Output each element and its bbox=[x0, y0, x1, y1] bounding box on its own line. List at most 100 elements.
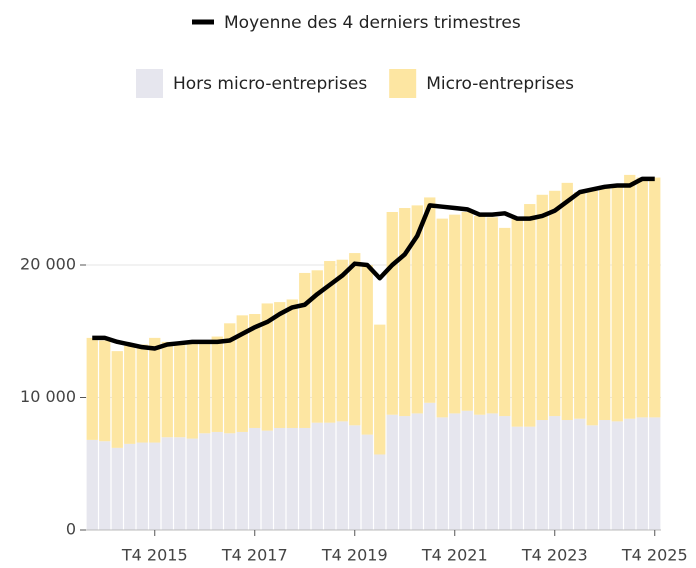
legend-label: Hors micro-entreprises bbox=[173, 74, 367, 94]
bar-segment bbox=[399, 416, 411, 530]
bar-segment bbox=[174, 437, 186, 530]
bar-segment bbox=[461, 410, 473, 530]
bar-segment bbox=[549, 416, 561, 530]
bar-segment bbox=[349, 425, 361, 530]
bar-segment bbox=[624, 174, 636, 419]
bar-segment bbox=[486, 217, 498, 414]
bar-segment bbox=[149, 442, 161, 530]
bar-segment bbox=[124, 345, 136, 444]
bar-segment bbox=[161, 437, 173, 530]
bar-segment bbox=[561, 420, 573, 530]
bar-segment bbox=[224, 433, 236, 530]
bar-segment bbox=[199, 341, 211, 434]
bar-segment bbox=[236, 315, 248, 432]
bar-segment bbox=[499, 416, 511, 530]
bar-segment bbox=[574, 192, 586, 419]
bar-segment bbox=[249, 314, 261, 428]
bar-segment bbox=[211, 336, 223, 432]
bar-segment bbox=[111, 447, 123, 530]
bar-segment bbox=[361, 265, 373, 435]
bar-segment bbox=[436, 218, 448, 418]
bar-segment bbox=[499, 227, 511, 417]
y-tick-label: 10 000 bbox=[20, 387, 76, 406]
bar-segment bbox=[261, 430, 273, 530]
bar-segment bbox=[574, 418, 586, 530]
x-tick-label: T4 2019 bbox=[321, 546, 388, 565]
bar-segment bbox=[586, 190, 598, 426]
y-tick-label: 0 bbox=[66, 520, 76, 539]
bar-segment bbox=[136, 442, 148, 530]
bar-segment bbox=[524, 204, 536, 427]
bar-segment bbox=[186, 438, 198, 530]
bar-segment bbox=[86, 439, 98, 530]
bar-segment bbox=[386, 414, 398, 530]
bar-segment bbox=[599, 185, 611, 421]
bar-segment bbox=[299, 272, 311, 428]
bar-segment bbox=[411, 413, 423, 530]
bar-segment bbox=[336, 259, 348, 422]
bar-segment bbox=[624, 418, 636, 530]
bar-segment bbox=[374, 324, 386, 455]
bar-segment bbox=[399, 208, 411, 417]
bar-segment bbox=[386, 212, 398, 415]
bar-segment bbox=[536, 420, 548, 530]
bar-segment bbox=[586, 425, 598, 530]
bar-segment bbox=[636, 177, 648, 418]
bar-segment bbox=[536, 194, 548, 421]
x-tick-label: T4 2017 bbox=[221, 546, 288, 565]
bar-segment bbox=[611, 421, 623, 530]
x-tick-label: T4 2015 bbox=[121, 546, 188, 565]
bar-segment bbox=[474, 215, 486, 415]
x-tick-label: T4 2021 bbox=[421, 546, 488, 565]
bar-segment bbox=[199, 433, 211, 530]
bar-segment bbox=[211, 431, 223, 530]
bar-segment bbox=[511, 218, 523, 427]
bar-segment bbox=[336, 421, 348, 530]
bar-segment bbox=[111, 351, 123, 448]
bar-segment bbox=[561, 182, 573, 421]
bar-segment bbox=[324, 261, 336, 423]
bar-segment bbox=[286, 427, 298, 530]
y-tick-label: 20 000 bbox=[20, 255, 76, 274]
bar-segment bbox=[124, 443, 136, 530]
bar-segment bbox=[649, 417, 661, 530]
bar-segment bbox=[99, 441, 111, 530]
bar-segment bbox=[349, 253, 361, 426]
average-line bbox=[92, 176, 655, 351]
x-tick-label: T4 2025 bbox=[621, 546, 688, 565]
bar-segment bbox=[524, 426, 536, 530]
bar-segment bbox=[599, 420, 611, 530]
bar-segment bbox=[424, 402, 436, 530]
bar-segment bbox=[136, 344, 148, 443]
bar-segment bbox=[274, 302, 286, 428]
bar-segment bbox=[649, 177, 661, 418]
bar-segment bbox=[611, 184, 623, 422]
bar-segment bbox=[424, 197, 436, 403]
bar-segment bbox=[186, 340, 198, 439]
legend-swatch bbox=[136, 69, 163, 98]
bar-segment bbox=[224, 323, 236, 434]
bar-segment bbox=[411, 205, 423, 414]
bar-segment bbox=[361, 434, 373, 530]
legend-swatch bbox=[389, 69, 417, 98]
bar-segment bbox=[286, 299, 298, 428]
legend-label: Moyenne des 4 derniers trimestres bbox=[224, 13, 521, 33]
bar-segment bbox=[474, 414, 486, 530]
bar-segment bbox=[86, 337, 98, 440]
bar-segment bbox=[299, 427, 311, 530]
bar-segment bbox=[436, 417, 448, 530]
bar-segment bbox=[99, 340, 111, 442]
bar-segment bbox=[511, 426, 523, 530]
bar-segment bbox=[636, 417, 648, 530]
bar-segment bbox=[449, 214, 461, 414]
bar-segment bbox=[311, 422, 323, 530]
bar-segment bbox=[311, 270, 323, 423]
bar-segment bbox=[324, 422, 336, 530]
bar-segment bbox=[274, 427, 286, 530]
bar-segment bbox=[161, 341, 173, 438]
bar-segment bbox=[249, 427, 261, 530]
bar-segment bbox=[461, 212, 473, 411]
x-tick-label: T4 2023 bbox=[521, 546, 588, 565]
bar-segment bbox=[174, 344, 186, 438]
